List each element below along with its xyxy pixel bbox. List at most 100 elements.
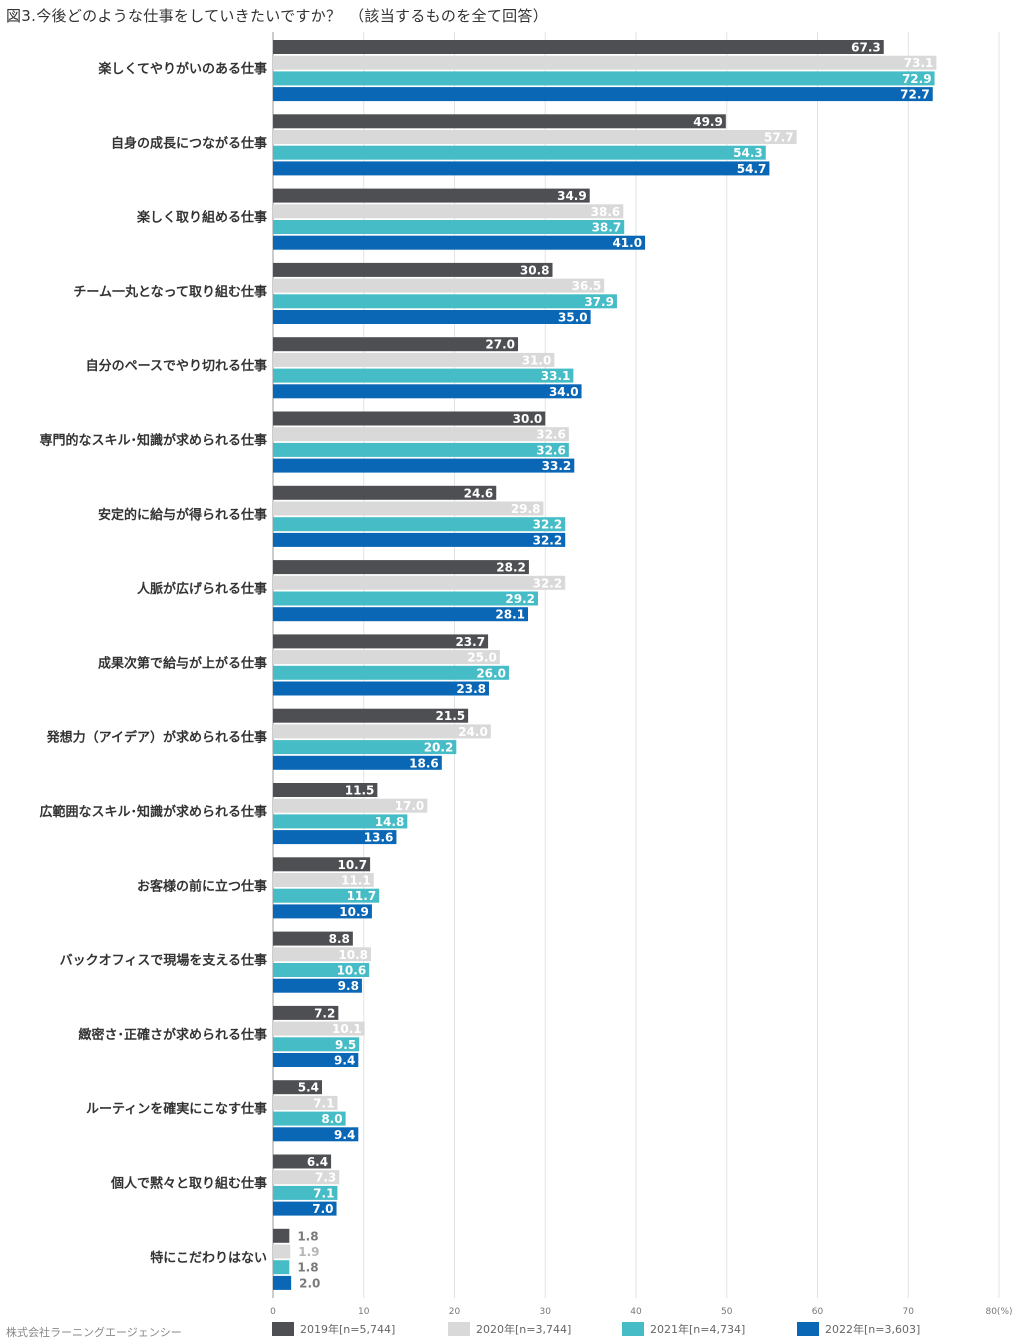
bar (273, 384, 582, 399)
data-label: 38.6 (591, 205, 621, 219)
data-label: 37.9 (584, 295, 614, 309)
bar (273, 1275, 292, 1290)
category-label: 緻密さ･正確さが求められる仕事 (78, 1027, 267, 1043)
x-tick-label: 80(%) (985, 1307, 1012, 1317)
data-label: 34.9 (557, 189, 587, 203)
data-label: 34.0 (549, 385, 579, 399)
data-label: 54.3 (733, 146, 763, 160)
data-label: 7.3 (315, 1171, 336, 1185)
bar (273, 161, 770, 176)
x-tick-label: 50 (721, 1307, 733, 1317)
data-label: 25.0 (467, 651, 497, 665)
bar (273, 1228, 290, 1243)
category-label: 安定的に給与が得られる仕事 (98, 507, 267, 523)
data-label: 24.6 (464, 486, 494, 500)
data-label: 7.0 (312, 1202, 333, 1216)
data-label: 17.0 (395, 799, 425, 813)
bar (273, 262, 553, 277)
data-label: 7.1 (313, 1096, 334, 1110)
bar (273, 310, 591, 324)
data-label: 72.9 (902, 72, 932, 86)
data-label: 23.7 (455, 635, 485, 649)
bar (273, 220, 625, 234)
data-label: 41.0 (612, 236, 642, 250)
bar (273, 560, 529, 575)
category-label: 自身の成長につながる仕事 (111, 135, 267, 151)
data-label: 9.4 (334, 1128, 355, 1142)
bar (273, 978, 362, 993)
legend: 2019年[n=5,744] 2020年[n=3,744] 2021年[n=4,… (0, 1321, 1020, 1339)
data-label: 30.8 (520, 263, 550, 277)
data-label: 10.9 (339, 905, 369, 919)
legend-item-2021: 2021年[n=4,734] (622, 1321, 745, 1337)
bar (273, 458, 575, 473)
data-label: 14.8 (375, 815, 405, 829)
data-label: 57.7 (764, 131, 794, 145)
data-label: 32.6 (536, 443, 566, 457)
data-label: 10.7 (337, 858, 367, 872)
data-label: 67.3 (851, 41, 881, 55)
data-label: 33.2 (542, 459, 572, 473)
bar (273, 724, 491, 739)
data-label: 21.5 (436, 709, 466, 723)
bar (273, 888, 380, 903)
bar (273, 204, 624, 219)
category-label: 成果次第で給与が上がる仕事 (98, 655, 267, 671)
legend-item-2020: 2020年[n=3,744] (448, 1321, 571, 1337)
bar (273, 532, 566, 547)
data-label: 54.7 (737, 162, 767, 176)
bar (273, 755, 442, 770)
data-label: 9.5 (335, 1038, 356, 1052)
bar (273, 1080, 323, 1095)
bar (273, 1053, 359, 1067)
legend-swatch (797, 1322, 819, 1336)
legend-label: 2022年[n=3,603] (825, 1323, 921, 1336)
legend-swatch (448, 1322, 470, 1336)
bar (273, 411, 546, 426)
bar (273, 1021, 365, 1036)
category-label: チーム一丸となって取り組む仕事 (73, 284, 267, 300)
data-label: 73.1 (904, 56, 934, 70)
data-label: 11.7 (347, 889, 377, 903)
bar (273, 442, 569, 457)
data-label: 24.0 (458, 725, 488, 739)
bar (273, 963, 370, 977)
data-label: 35.0 (558, 311, 588, 325)
data-label: 9.8 (338, 979, 359, 993)
data-label: 7.1 (313, 1186, 334, 1200)
data-label: 6.4 (307, 1155, 328, 1169)
bar (273, 591, 538, 606)
x-tick-label: 70 (903, 1307, 915, 1317)
bar (273, 947, 372, 962)
bar (273, 368, 574, 383)
bar (273, 145, 766, 160)
bar (273, 1037, 360, 1052)
chart-title: 図3.今後どのような仕事をしていきたいですか？ （該当するものを全て回答） (6, 7, 549, 25)
x-tick-label: 0 (270, 1307, 276, 1317)
data-label: 32.2 (533, 518, 563, 532)
bar (273, 1111, 346, 1126)
category-label: バックオフィスで現場を支える仕事 (60, 953, 267, 969)
data-label: 31.0 (522, 353, 552, 367)
bar (273, 71, 935, 86)
bar (273, 114, 726, 129)
bar (273, 188, 590, 203)
bar (273, 665, 509, 680)
bar (273, 1244, 291, 1259)
bar (273, 681, 489, 696)
data-label: 32.2 (533, 576, 563, 590)
bar (273, 87, 933, 102)
bar (273, 798, 428, 813)
data-label: 8.0 (321, 1112, 342, 1126)
data-label: 38.7 (592, 221, 622, 235)
bar (273, 427, 569, 442)
bar (273, 1185, 338, 1200)
bar (273, 904, 372, 919)
bar (273, 55, 937, 70)
bar (273, 634, 489, 649)
data-label: 18.6 (409, 756, 439, 770)
category-label: 楽しく取り組める仕事 (136, 210, 267, 226)
bar (273, 235, 646, 250)
x-tick-label: 60 (812, 1307, 824, 1317)
